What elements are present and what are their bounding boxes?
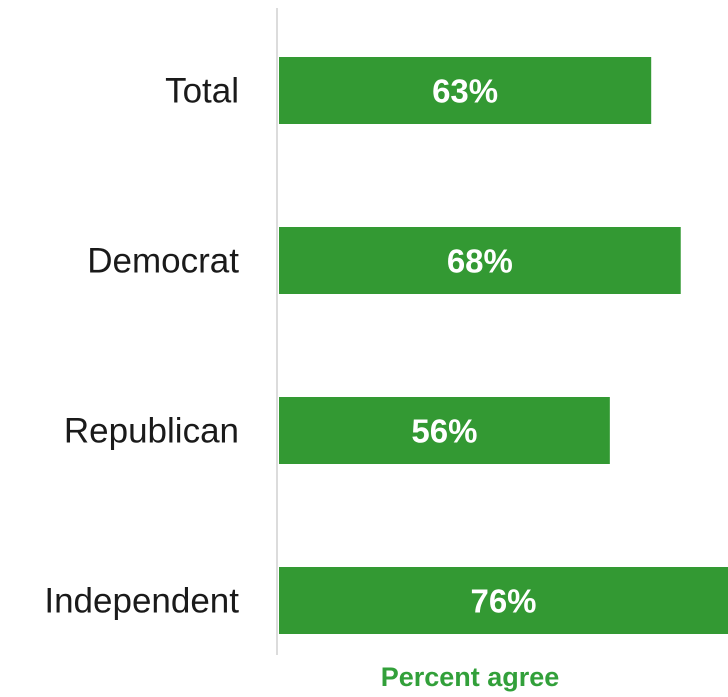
x-axis-title: Percent agree — [381, 662, 560, 692]
bars-layer — [279, 57, 728, 634]
category-label-independent: Independent — [44, 582, 239, 621]
category-label-total: Total — [165, 72, 239, 111]
data-label-total: 63% — [432, 73, 498, 110]
data-label-republican: 56% — [411, 413, 477, 450]
category-label-republican: Republican — [64, 412, 239, 451]
category-label-democrat: Democrat — [87, 242, 239, 281]
bar-republican — [279, 397, 610, 464]
bar-independent — [279, 567, 728, 634]
labels-layer: 63% Total 68% Democrat 56% Republican 76% Indep… — [44, 72, 536, 621]
bar-democrat — [279, 227, 681, 294]
bar-total — [279, 57, 652, 124]
data-label-democrat: 68% — [447, 243, 513, 280]
data-label-independent: 76% — [470, 583, 536, 620]
